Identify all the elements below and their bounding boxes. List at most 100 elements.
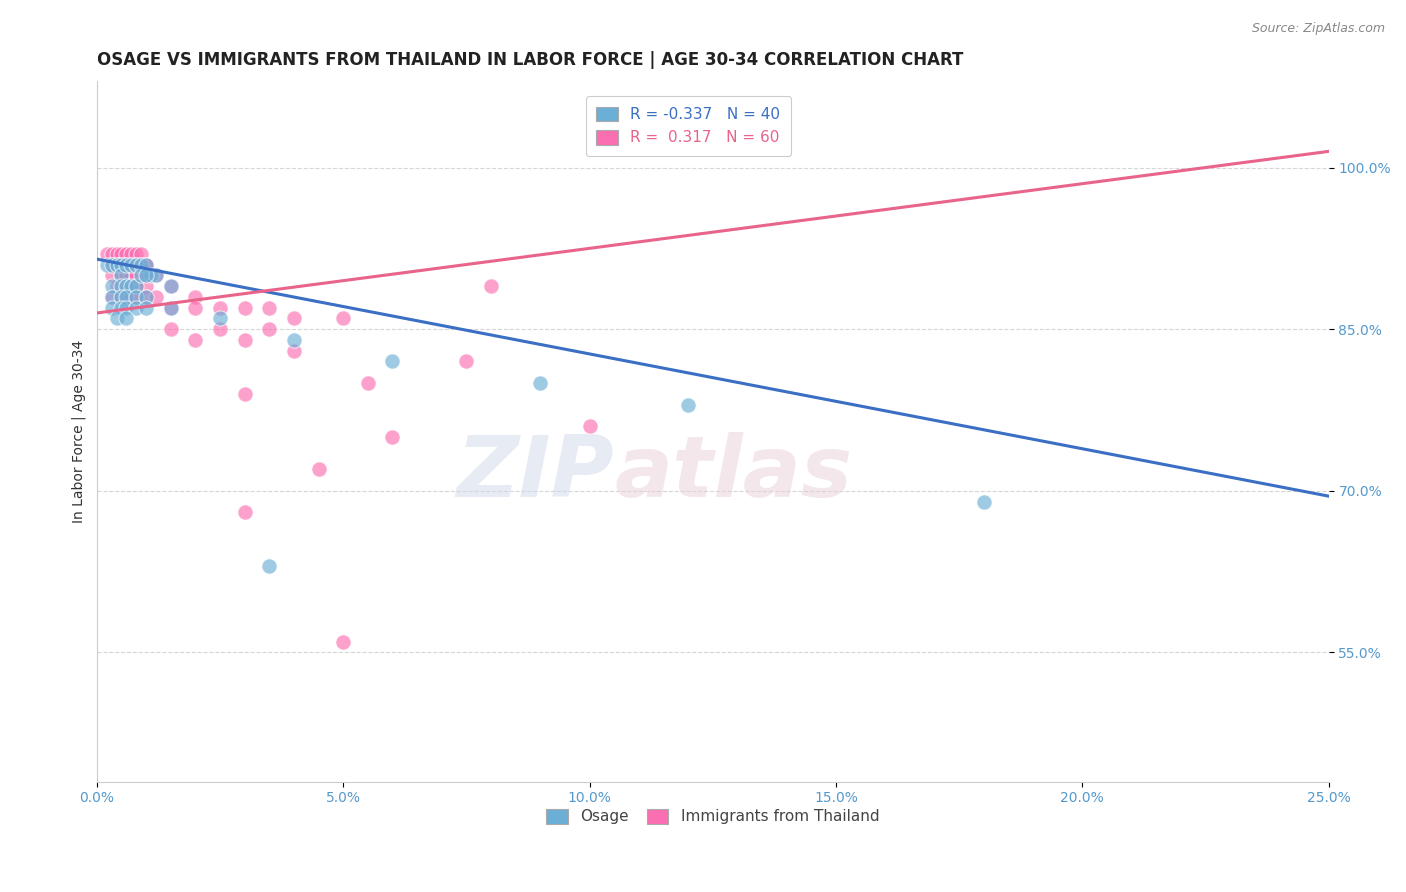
Point xyxy=(381,354,404,368)
Point xyxy=(283,343,305,358)
Point xyxy=(145,290,167,304)
Point xyxy=(135,301,157,315)
Point xyxy=(283,333,305,347)
Point xyxy=(125,258,148,272)
Point xyxy=(110,258,132,272)
Point xyxy=(125,268,148,283)
Point xyxy=(283,311,305,326)
Point xyxy=(184,290,207,304)
Point xyxy=(233,333,256,347)
Point xyxy=(105,258,128,272)
Point xyxy=(100,258,122,272)
Point xyxy=(139,268,162,283)
Point xyxy=(479,279,502,293)
Y-axis label: In Labor Force | Age 30-34: In Labor Force | Age 30-34 xyxy=(72,340,86,523)
Point xyxy=(96,258,118,272)
Point xyxy=(115,290,138,304)
Point xyxy=(145,268,167,283)
Point xyxy=(125,301,148,315)
Point xyxy=(120,258,142,272)
Point xyxy=(96,246,118,260)
Point xyxy=(159,279,181,293)
Point xyxy=(110,290,132,304)
Point xyxy=(135,290,157,304)
Point xyxy=(100,290,122,304)
Point xyxy=(110,258,132,272)
Point xyxy=(115,290,138,304)
Point xyxy=(110,258,132,272)
Point xyxy=(208,311,231,326)
Point xyxy=(135,268,157,283)
Point xyxy=(120,279,142,293)
Point xyxy=(456,354,478,368)
Point xyxy=(105,279,128,293)
Text: Source: ZipAtlas.com: Source: ZipAtlas.com xyxy=(1251,22,1385,36)
Point xyxy=(115,258,138,272)
Point xyxy=(120,268,142,283)
Point xyxy=(110,301,132,315)
Point xyxy=(129,246,152,260)
Point xyxy=(110,290,132,304)
Point xyxy=(529,376,551,390)
Point xyxy=(110,279,132,293)
Point xyxy=(100,268,122,283)
Point xyxy=(125,290,148,304)
Point xyxy=(233,386,256,401)
Point xyxy=(208,301,231,315)
Point xyxy=(184,301,207,315)
Point xyxy=(135,258,157,272)
Point xyxy=(233,301,256,315)
Point xyxy=(145,268,167,283)
Point xyxy=(100,246,122,260)
Point xyxy=(125,279,148,293)
Point xyxy=(308,462,330,476)
Point xyxy=(233,505,256,519)
Point xyxy=(208,322,231,336)
Point xyxy=(110,268,132,283)
Point xyxy=(184,333,207,347)
Point xyxy=(159,301,181,315)
Point xyxy=(332,634,354,648)
Point xyxy=(100,279,122,293)
Point xyxy=(357,376,380,390)
Point xyxy=(110,268,132,283)
Point xyxy=(110,246,132,260)
Point xyxy=(105,311,128,326)
Point xyxy=(159,301,181,315)
Point xyxy=(129,268,152,283)
Point xyxy=(115,311,138,326)
Point xyxy=(135,268,157,283)
Point xyxy=(125,246,148,260)
Point xyxy=(115,279,138,293)
Point xyxy=(115,258,138,272)
Point xyxy=(125,279,148,293)
Point xyxy=(159,322,181,336)
Point xyxy=(973,494,995,508)
Point xyxy=(676,398,699,412)
Point xyxy=(100,290,122,304)
Point xyxy=(120,258,142,272)
Point xyxy=(115,279,138,293)
Point xyxy=(125,290,148,304)
Text: atlas: atlas xyxy=(614,432,852,515)
Point xyxy=(129,258,152,272)
Point xyxy=(105,258,128,272)
Point xyxy=(159,279,181,293)
Point xyxy=(332,311,354,326)
Point xyxy=(129,258,152,272)
Legend: Osage, Immigrants from Thailand: Osage, Immigrants from Thailand xyxy=(537,800,889,833)
Point xyxy=(120,290,142,304)
Text: OSAGE VS IMMIGRANTS FROM THAILAND IN LABOR FORCE | AGE 30-34 CORRELATION CHART: OSAGE VS IMMIGRANTS FROM THAILAND IN LAB… xyxy=(97,51,963,69)
Point xyxy=(259,559,281,574)
Point xyxy=(381,430,404,444)
Point xyxy=(135,290,157,304)
Text: ZIP: ZIP xyxy=(457,432,614,515)
Point xyxy=(135,258,157,272)
Point xyxy=(115,268,138,283)
Point xyxy=(135,279,157,293)
Point xyxy=(578,419,600,434)
Point xyxy=(259,322,281,336)
Point xyxy=(125,258,148,272)
Point xyxy=(100,258,122,272)
Point xyxy=(100,301,122,315)
